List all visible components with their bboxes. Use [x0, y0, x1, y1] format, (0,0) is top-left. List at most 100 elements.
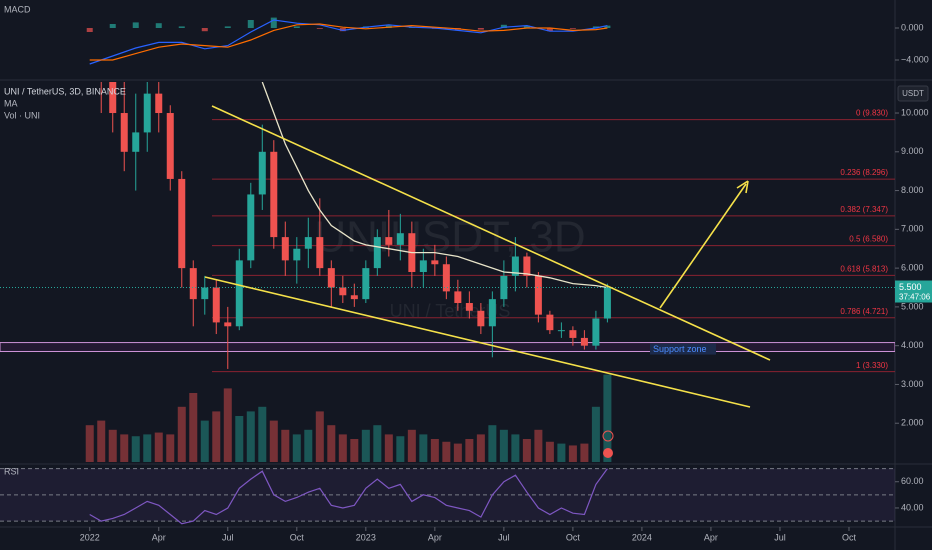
candle-body — [304, 237, 312, 249]
support-label: Support zone — [653, 344, 707, 354]
fib-label: 1 (3.330) — [856, 361, 888, 370]
candle-body — [293, 248, 301, 261]
candle-body — [523, 256, 531, 276]
macd-histogram-bar — [201, 28, 208, 32]
fib-label: 0.618 (5.813) — [840, 264, 888, 273]
candle-body — [511, 256, 519, 276]
x-tick-label: 2024 — [632, 532, 652, 542]
symbol-title: UNI / TetherUS, 3D, BINANCE — [4, 86, 126, 96]
x-tick-label: Oct — [566, 532, 581, 542]
fib-label: 0.236 (8.296) — [840, 168, 888, 177]
volume-bar — [522, 439, 531, 462]
macd-histogram-bar — [604, 25, 611, 28]
macd-histogram-bar — [477, 28, 484, 30]
ma-label: MA — [4, 98, 18, 108]
candle-body — [557, 330, 565, 332]
volume-bar — [246, 411, 255, 462]
x-tick-label: Apr — [428, 532, 442, 542]
volume-bar — [304, 429, 313, 462]
macd-histogram-bar — [316, 28, 323, 29]
macd-histogram-bar — [339, 28, 346, 32]
candle-body — [270, 151, 278, 238]
candle-body — [419, 260, 427, 272]
volume-bar — [557, 443, 566, 462]
volume-bar — [315, 411, 324, 462]
fib-label: 0 (9.830) — [856, 109, 888, 118]
volume-bar — [223, 388, 232, 462]
candle-body — [120, 113, 128, 152]
candle-body — [500, 275, 508, 300]
volume-bar — [97, 420, 106, 462]
candle-body — [534, 275, 542, 315]
currency-box[interactable] — [897, 85, 929, 102]
volume-bar — [235, 416, 244, 462]
price-plot — [0, 82, 895, 462]
y-tick-label: 3.000 — [901, 379, 924, 389]
y-tick-label: 40.00 — [901, 502, 924, 512]
arrow-head — [736, 180, 749, 194]
macd-histogram-bar — [178, 26, 185, 28]
candle-body — [339, 287, 347, 296]
volume-bar — [281, 429, 290, 462]
volume-bar — [143, 434, 152, 462]
x-tick-label: Oct — [842, 532, 857, 542]
volume-bar — [85, 425, 94, 462]
macd-histogram-bar — [569, 28, 576, 29]
candle-body — [442, 264, 450, 292]
volume-bar — [396, 436, 405, 462]
volume-bar — [177, 406, 186, 462]
currency-label[interactable]: USDT — [902, 89, 924, 98]
candle-body — [258, 151, 266, 195]
candle-body — [569, 330, 577, 338]
volume-bar — [350, 439, 359, 462]
macd-histogram-bar — [86, 28, 93, 32]
x-tick-label: Jul — [774, 532, 786, 542]
y-tick-label: −4.000 — [901, 54, 929, 64]
volume-bar — [361, 429, 370, 462]
volume-bar — [212, 411, 221, 462]
volume-bar — [419, 434, 428, 462]
candle-body — [155, 93, 163, 114]
y-tick-label: 9.000 — [901, 146, 924, 156]
moving-average — [261, 82, 608, 289]
rsi-title: RSI — [4, 466, 19, 476]
event-icon[interactable] — [602, 430, 614, 442]
candle-body — [109, 82, 117, 114]
x-tick-label: Apr — [704, 532, 718, 542]
x-tick-label: Oct — [290, 532, 305, 542]
volume-bar — [131, 436, 140, 462]
macd-histogram-bar — [247, 20, 254, 28]
volume-bar — [476, 434, 485, 462]
volume-bar — [373, 425, 382, 462]
macd-histogram-bar — [523, 25, 530, 28]
candle-body — [235, 260, 243, 327]
volume-bar — [603, 374, 612, 462]
volume-bar — [189, 393, 198, 462]
candle-body — [143, 93, 151, 133]
support-zone — [0, 342, 895, 352]
y-tick-label: 10.000 — [901, 107, 929, 117]
macd-histogram-bar — [132, 22, 139, 28]
trendline — [211, 105, 771, 361]
macd-histogram-bar — [155, 23, 162, 28]
candle-body — [465, 303, 473, 311]
volume-bar — [511, 434, 520, 462]
volume-bar — [154, 432, 163, 462]
macd-title: MACD — [4, 4, 31, 14]
watermark: UNIUSDT, 3D — [314, 213, 585, 262]
x-tick-label: Jul — [498, 532, 510, 542]
event-icon[interactable] — [603, 448, 613, 458]
candle-body — [431, 260, 439, 265]
volume-bar — [430, 439, 439, 462]
volume-bar — [269, 420, 278, 462]
macd-histogram-bar — [293, 26, 300, 28]
volume-bar — [327, 425, 336, 462]
candle-body — [546, 314, 554, 331]
candle-body — [316, 237, 324, 269]
x-tick-label: 2022 — [80, 532, 100, 542]
fib-label: 0.5 (6.580) — [849, 235, 888, 244]
countdown: 37:47:06 — [899, 293, 931, 302]
candle-body — [132, 132, 140, 152]
y-tick-label: 5.000 — [901, 301, 924, 311]
